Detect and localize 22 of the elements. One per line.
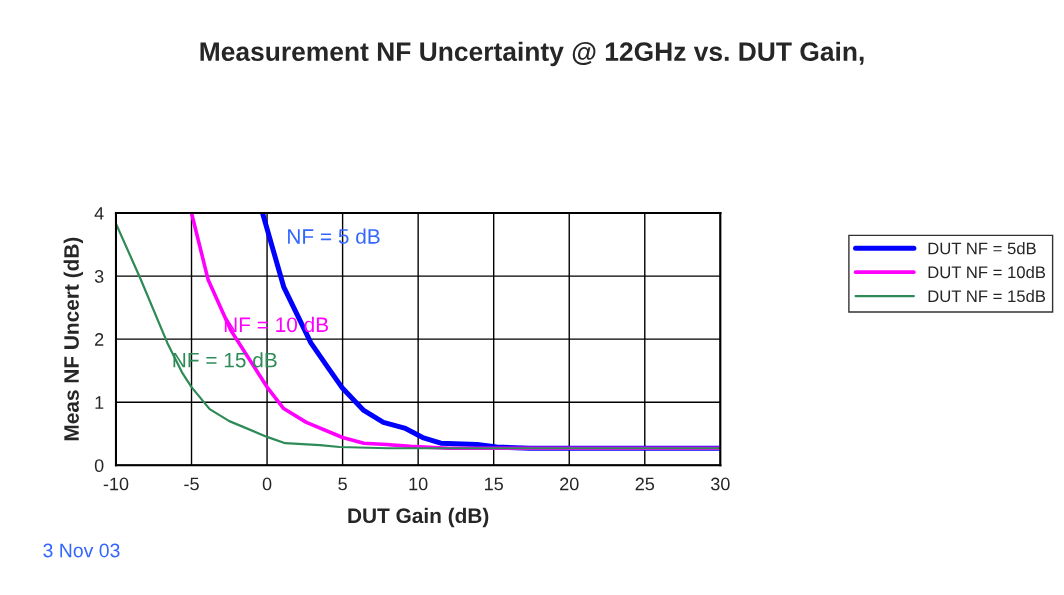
legend-label: DUT NF = 5dB (928, 242, 1036, 255)
x-tick-label: 5 (338, 477, 347, 491)
legend-label: DUT NF = 15dB (928, 289, 1046, 303)
x-tick-label: 30 (710, 477, 730, 491)
line-series (115, 222, 721, 450)
x-tick-label: 20 (560, 477, 579, 491)
x-tick-label: 15 (485, 477, 503, 491)
y-tick-label: 1 (95, 396, 104, 409)
y-tick-label: 4 (94, 207, 104, 220)
y-tick-label: 2 (95, 333, 104, 346)
y-tick-label: 0 (94, 459, 104, 473)
chart-title: Measurement NF Uncertainty @ 12GHz vs. DUT Gain, (200, 41, 864, 67)
y-tick-label: 3 (94, 270, 104, 283)
x-tick-label: -5 (184, 477, 199, 491)
text: 3 Nov 03 (43, 543, 120, 558)
x-tick-label: 10 (409, 477, 428, 491)
x-tick-label: 0 (262, 477, 272, 491)
x-tick-label: -10 (103, 477, 129, 491)
legend-label: DUT NF = 10dB (928, 265, 1046, 279)
x-tick-label: 25 (635, 477, 655, 491)
y-axis-title: Meas NF Uncert (dB) (63, 237, 84, 441)
x-axis-title: DUT Gain (dB) (348, 507, 489, 528)
